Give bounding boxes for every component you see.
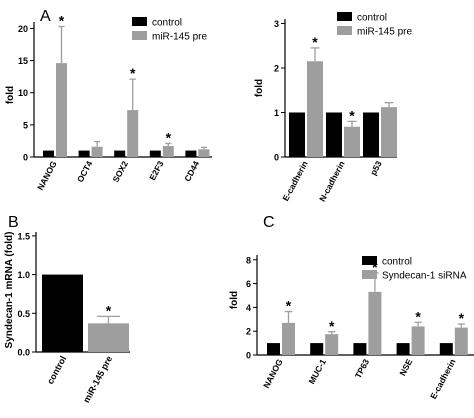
panel-c-bar (267, 343, 280, 355)
panel-a-category-label: SOX2 (110, 159, 130, 184)
panel-c-category-label: MUC-1 (306, 357, 328, 386)
panel-c-bar (310, 343, 324, 355)
panel-c-y-tick-label: 4 (246, 303, 251, 313)
panel-a2-legend-swatch (337, 12, 352, 21)
panel-a-category-label: CD44 (182, 159, 201, 183)
panel-a-y-tick-label: 20 (18, 24, 28, 34)
panel-a2-y-tick-label: 1 (274, 108, 279, 118)
panel-c-significance-star: * (372, 259, 378, 275)
panel-b-bar (42, 274, 83, 352)
panel-a-legend-label: control (152, 18, 182, 29)
panel-a2-bar (381, 107, 397, 157)
panel-a2-legend-label: miR-145 pre (357, 27, 412, 38)
panel-c-legend-label: Syndecan-1 siRNA (382, 271, 467, 282)
panel-c-significance-star: * (286, 298, 292, 314)
panel-a2-legend-label: control (357, 13, 387, 24)
panel-a-y-axis-label: fold (5, 86, 16, 104)
panel-a-bar (185, 150, 197, 157)
panel-a2-y-tick-label: 3 (274, 19, 279, 29)
panel-c-y-axis-label: fold (229, 291, 240, 309)
panel-a-legend-swatch (132, 17, 147, 26)
panel-a-category-label: NANOG (35, 159, 59, 192)
panel-c-bar (396, 343, 410, 355)
panel-b-y-axis-label: Syndecan-1 mRNA (fold) (4, 232, 15, 349)
panel-a-y-tick-label: 10 (18, 88, 28, 98)
panel-letter-c: C (263, 214, 275, 231)
panel-letter-a: A (40, 8, 51, 25)
panel-a-bar (78, 150, 90, 157)
panel-a-significance-star: * (166, 130, 172, 146)
panel-a2-category-label: E-cadherin (280, 159, 309, 202)
panel-c-category-label: NSE (397, 357, 414, 377)
panel-c-category-label: TP63 (353, 357, 371, 380)
panel-a-bar (198, 149, 210, 157)
panel-c-bar (353, 343, 367, 355)
panel-a2-bar (344, 126, 360, 157)
panel-c-y-tick-label: 6 (246, 279, 251, 289)
panel-a2-y-axis-label: fold (254, 79, 265, 97)
panel-a-bar (149, 150, 161, 157)
panel-c-legend-label: control (382, 257, 412, 268)
panel-a-bar (43, 150, 54, 157)
panel-c-y-tick-label: 0 (246, 351, 251, 361)
panel-letter-b: B (8, 214, 19, 231)
panel-a-bar (56, 63, 67, 158)
panel-a2-y-tick-label: 2 (274, 63, 279, 73)
panel-a-bar (91, 146, 103, 157)
panel-a-bar (162, 146, 174, 157)
panel-b-bar (88, 323, 129, 352)
panel-a2-bar (289, 112, 305, 157)
panel-a2-y-tick-label: 0 (274, 153, 279, 163)
panel-a-category-label: OCT4 (75, 159, 95, 184)
panel-b-y-tick-label: 0.0 (17, 348, 30, 358)
panel-a-legend-swatch (132, 31, 147, 40)
panel-a-significance-star: * (130, 65, 136, 81)
panel-c-bar (368, 291, 382, 355)
panel-c-category-label: NANOG (261, 357, 285, 390)
panel-a-legend-label: miR-145 pre (152, 32, 207, 43)
panel-b-y-tick-label: 1.0 (17, 270, 30, 280)
panel-b-significance-star: * (106, 302, 112, 318)
panel-a-bar (127, 110, 139, 157)
panel-a-y-tick-label: 5 (23, 120, 28, 130)
panel-c-y-tick-label: 8 (246, 255, 251, 265)
panel-c-bar (282, 322, 295, 355)
panel-a-y-tick-label: 15 (18, 56, 28, 66)
panel-c-significance-star: * (415, 308, 421, 324)
panel-a2-bar (363, 112, 379, 157)
panel-a2-legend-swatch (337, 26, 352, 35)
panel-c-significance-star: * (329, 318, 335, 334)
panel-b-y-tick-label: 1.5 (17, 231, 30, 241)
panel-a2-category-label: N-cadherin (317, 159, 347, 203)
panel-a-category-label: E2F3 (147, 159, 165, 182)
panel-a-bar (114, 150, 126, 157)
panel-c-bar (411, 326, 425, 355)
panel-c-legend-swatch (362, 256, 377, 265)
panel-c-significance-star: * (459, 310, 465, 326)
panel-c-legend-swatch (362, 270, 377, 279)
panel-c-category-label: E-cadherin (428, 357, 457, 400)
panel-c-bar (454, 327, 468, 355)
panel-b-y-tick-label: 0.5 (17, 309, 30, 319)
panel-b-category-label: miR-145 pre (81, 354, 114, 404)
panel-a2-significance-star: * (312, 34, 318, 50)
panel-c-bar (325, 334, 339, 355)
panel-c-y-tick-label: 2 (246, 327, 251, 337)
panel-a2-significance-star: * (349, 107, 355, 123)
panel-a-y-tick-label: 0 (23, 153, 28, 163)
panel-a2-bar (326, 112, 342, 157)
panel-b-category-label: control (45, 354, 68, 386)
panel-c-bar (439, 343, 453, 355)
panel-a2-category-label: p53 (368, 159, 384, 177)
panel-a-significance-star: * (59, 13, 65, 29)
panel-a2-bar (307, 61, 323, 157)
